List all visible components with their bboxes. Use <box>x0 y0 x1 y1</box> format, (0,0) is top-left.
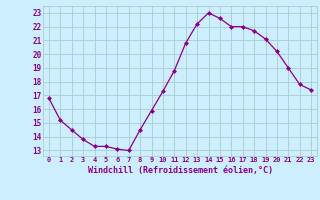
X-axis label: Windchill (Refroidissement éolien,°C): Windchill (Refroidissement éolien,°C) <box>87 166 273 175</box>
